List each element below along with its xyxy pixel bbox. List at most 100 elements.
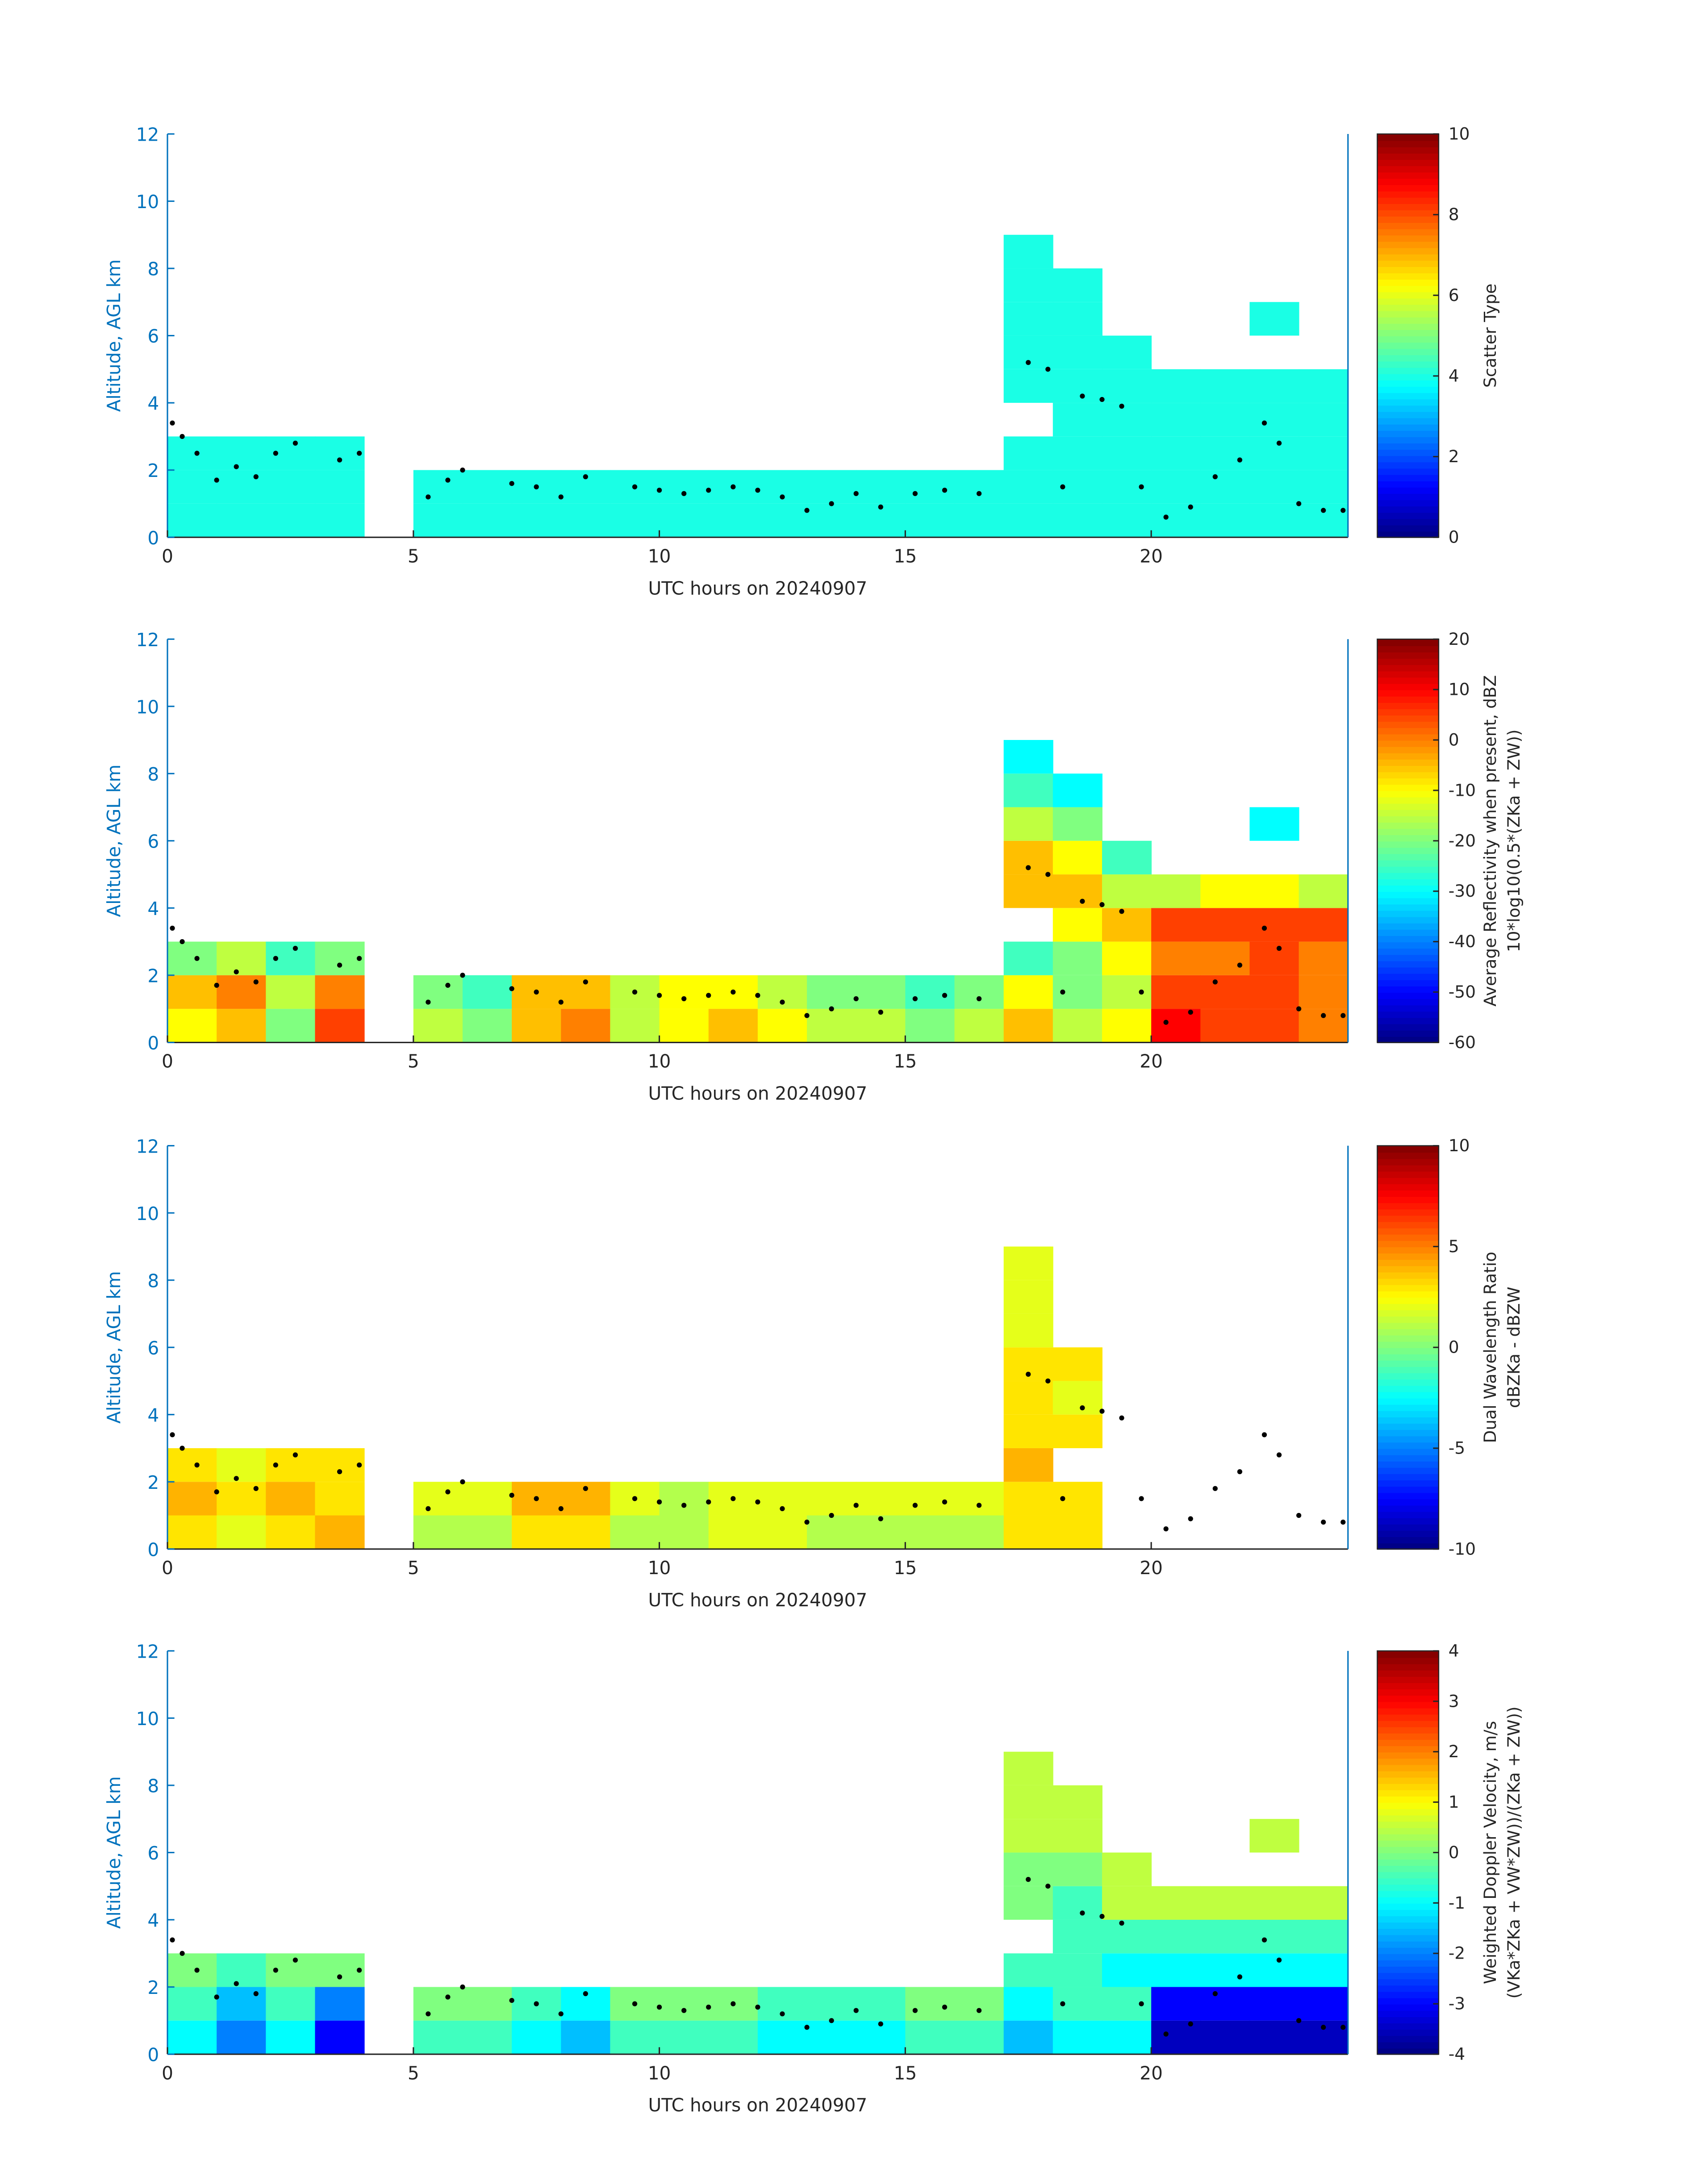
- colorbar-segment: [1377, 935, 1439, 943]
- x-tick-label: 0: [162, 545, 173, 567]
- cell: [1102, 403, 1152, 437]
- colorbar-segment: [1377, 518, 1439, 526]
- cell: [217, 470, 267, 504]
- dot: [681, 996, 687, 1002]
- cell: [1299, 470, 1349, 504]
- cell: [1151, 1953, 1201, 1987]
- colorbar-segment: [1377, 310, 1439, 318]
- plot-area: [167, 1751, 1349, 2054]
- y-tick-label: 4: [147, 1910, 159, 1931]
- colorbar-segment: [1377, 1208, 1439, 1216]
- colorbar-segment: [1377, 645, 1439, 653]
- dot: [853, 1503, 859, 1508]
- dot: [780, 2011, 785, 2017]
- y-tick-label: 2: [147, 1472, 159, 1493]
- colorbar-segment: [1377, 1473, 1439, 1481]
- colorbar-segment: [1377, 380, 1439, 387]
- colorbar-label: Scatter Type: [1480, 284, 1500, 388]
- cell: [1052, 773, 1102, 807]
- colorbar-segment: [1377, 1271, 1439, 1279]
- cell: [462, 470, 513, 504]
- cell: [905, 503, 955, 538]
- colorbar-segment: [1377, 461, 1439, 469]
- colorbar-segment: [1377, 847, 1439, 854]
- cell: [167, 470, 217, 504]
- colorbar-segment: [1377, 1322, 1439, 1329]
- dot: [632, 2001, 638, 2006]
- dot: [878, 504, 883, 510]
- colorbar-frame: [1377, 133, 1440, 538]
- colorbar-segment: [1377, 916, 1439, 923]
- plot-area: [167, 234, 1349, 538]
- dot: [706, 2005, 711, 2010]
- cell: [266, 1009, 316, 1043]
- dot: [170, 420, 175, 426]
- colorbar-segment: [1377, 1997, 1439, 2005]
- dot: [1026, 360, 1031, 365]
- colorbar-segment: [1377, 335, 1439, 343]
- colorbar-segment: [1377, 1024, 1439, 1031]
- dot: [1321, 508, 1326, 513]
- dot: [292, 440, 298, 446]
- colorbar-label: 10*log10(0.5*(ZKa + ZW)): [1504, 729, 1524, 952]
- colorbar-segment: [1377, 1221, 1439, 1228]
- dot: [1321, 1519, 1326, 1525]
- cell: [1249, 470, 1299, 504]
- cell: [1249, 302, 1299, 336]
- y-axis-label: Altitude, AGL km: [103, 1271, 125, 1424]
- colorbar-segment: [1377, 1695, 1439, 1702]
- cell: [1299, 436, 1349, 470]
- dot: [509, 481, 514, 486]
- x-tick-label: 20: [1140, 2062, 1163, 2084]
- cell: [1299, 975, 1349, 1009]
- cell: [1200, 503, 1250, 538]
- colorbar-segment: [1377, 1372, 1439, 1380]
- cell: [954, 1482, 1004, 1516]
- dot: [558, 999, 564, 1005]
- y-tick-label: 4: [147, 1404, 159, 1426]
- cell: [1249, 807, 1299, 841]
- cell: [167, 1448, 217, 1482]
- colorbar-segment: [1377, 1498, 1439, 1506]
- cell: [1200, 908, 1250, 942]
- dot: [780, 999, 785, 1005]
- colorbar-segment: [1377, 1190, 1439, 1197]
- cell: [659, 503, 709, 538]
- dot: [804, 2025, 810, 2030]
- cell: [1200, 2020, 1250, 2054]
- colorbar-tick-label: 4: [1449, 366, 1459, 385]
- dot: [1099, 902, 1105, 907]
- colorbar-tick-label: 10: [1449, 1136, 1470, 1155]
- colorbar-tick-label: 10: [1449, 124, 1470, 144]
- colorbar-segment: [1377, 191, 1439, 198]
- cell: [462, 975, 513, 1009]
- colorbar-segment: [1377, 1253, 1439, 1260]
- colorbar-tick-label: -1: [1449, 1893, 1465, 1913]
- cell: [954, 975, 1004, 1009]
- colorbar-segment: [1377, 1928, 1439, 1935]
- colorbar-tick-label: -30: [1449, 881, 1476, 901]
- cell: [1200, 369, 1250, 403]
- dot: [583, 474, 588, 480]
- colorbar-segment: [1377, 499, 1439, 507]
- colorbar-segment: [1377, 1536, 1439, 1544]
- cell: [1249, 1009, 1299, 1043]
- cell: [1151, 503, 1201, 538]
- cell: [561, 503, 611, 538]
- colorbar-segment: [1377, 696, 1439, 703]
- dot: [853, 491, 859, 496]
- cell: [1052, 1515, 1102, 1549]
- dot: [656, 993, 662, 998]
- dot: [878, 1010, 883, 1015]
- cell: [1299, 1953, 1349, 1987]
- colorbar-segment: [1377, 1171, 1439, 1178]
- dot: [356, 1462, 362, 1468]
- dot: [1163, 514, 1169, 520]
- colorbar-segment: [1377, 2010, 1439, 2017]
- dot: [534, 1496, 539, 1501]
- cell: [462, 1482, 513, 1516]
- cell: [1200, 1009, 1250, 1043]
- cell: [217, 1953, 267, 1987]
- colorbar-segment: [1377, 948, 1439, 955]
- dot: [1261, 1937, 1267, 1943]
